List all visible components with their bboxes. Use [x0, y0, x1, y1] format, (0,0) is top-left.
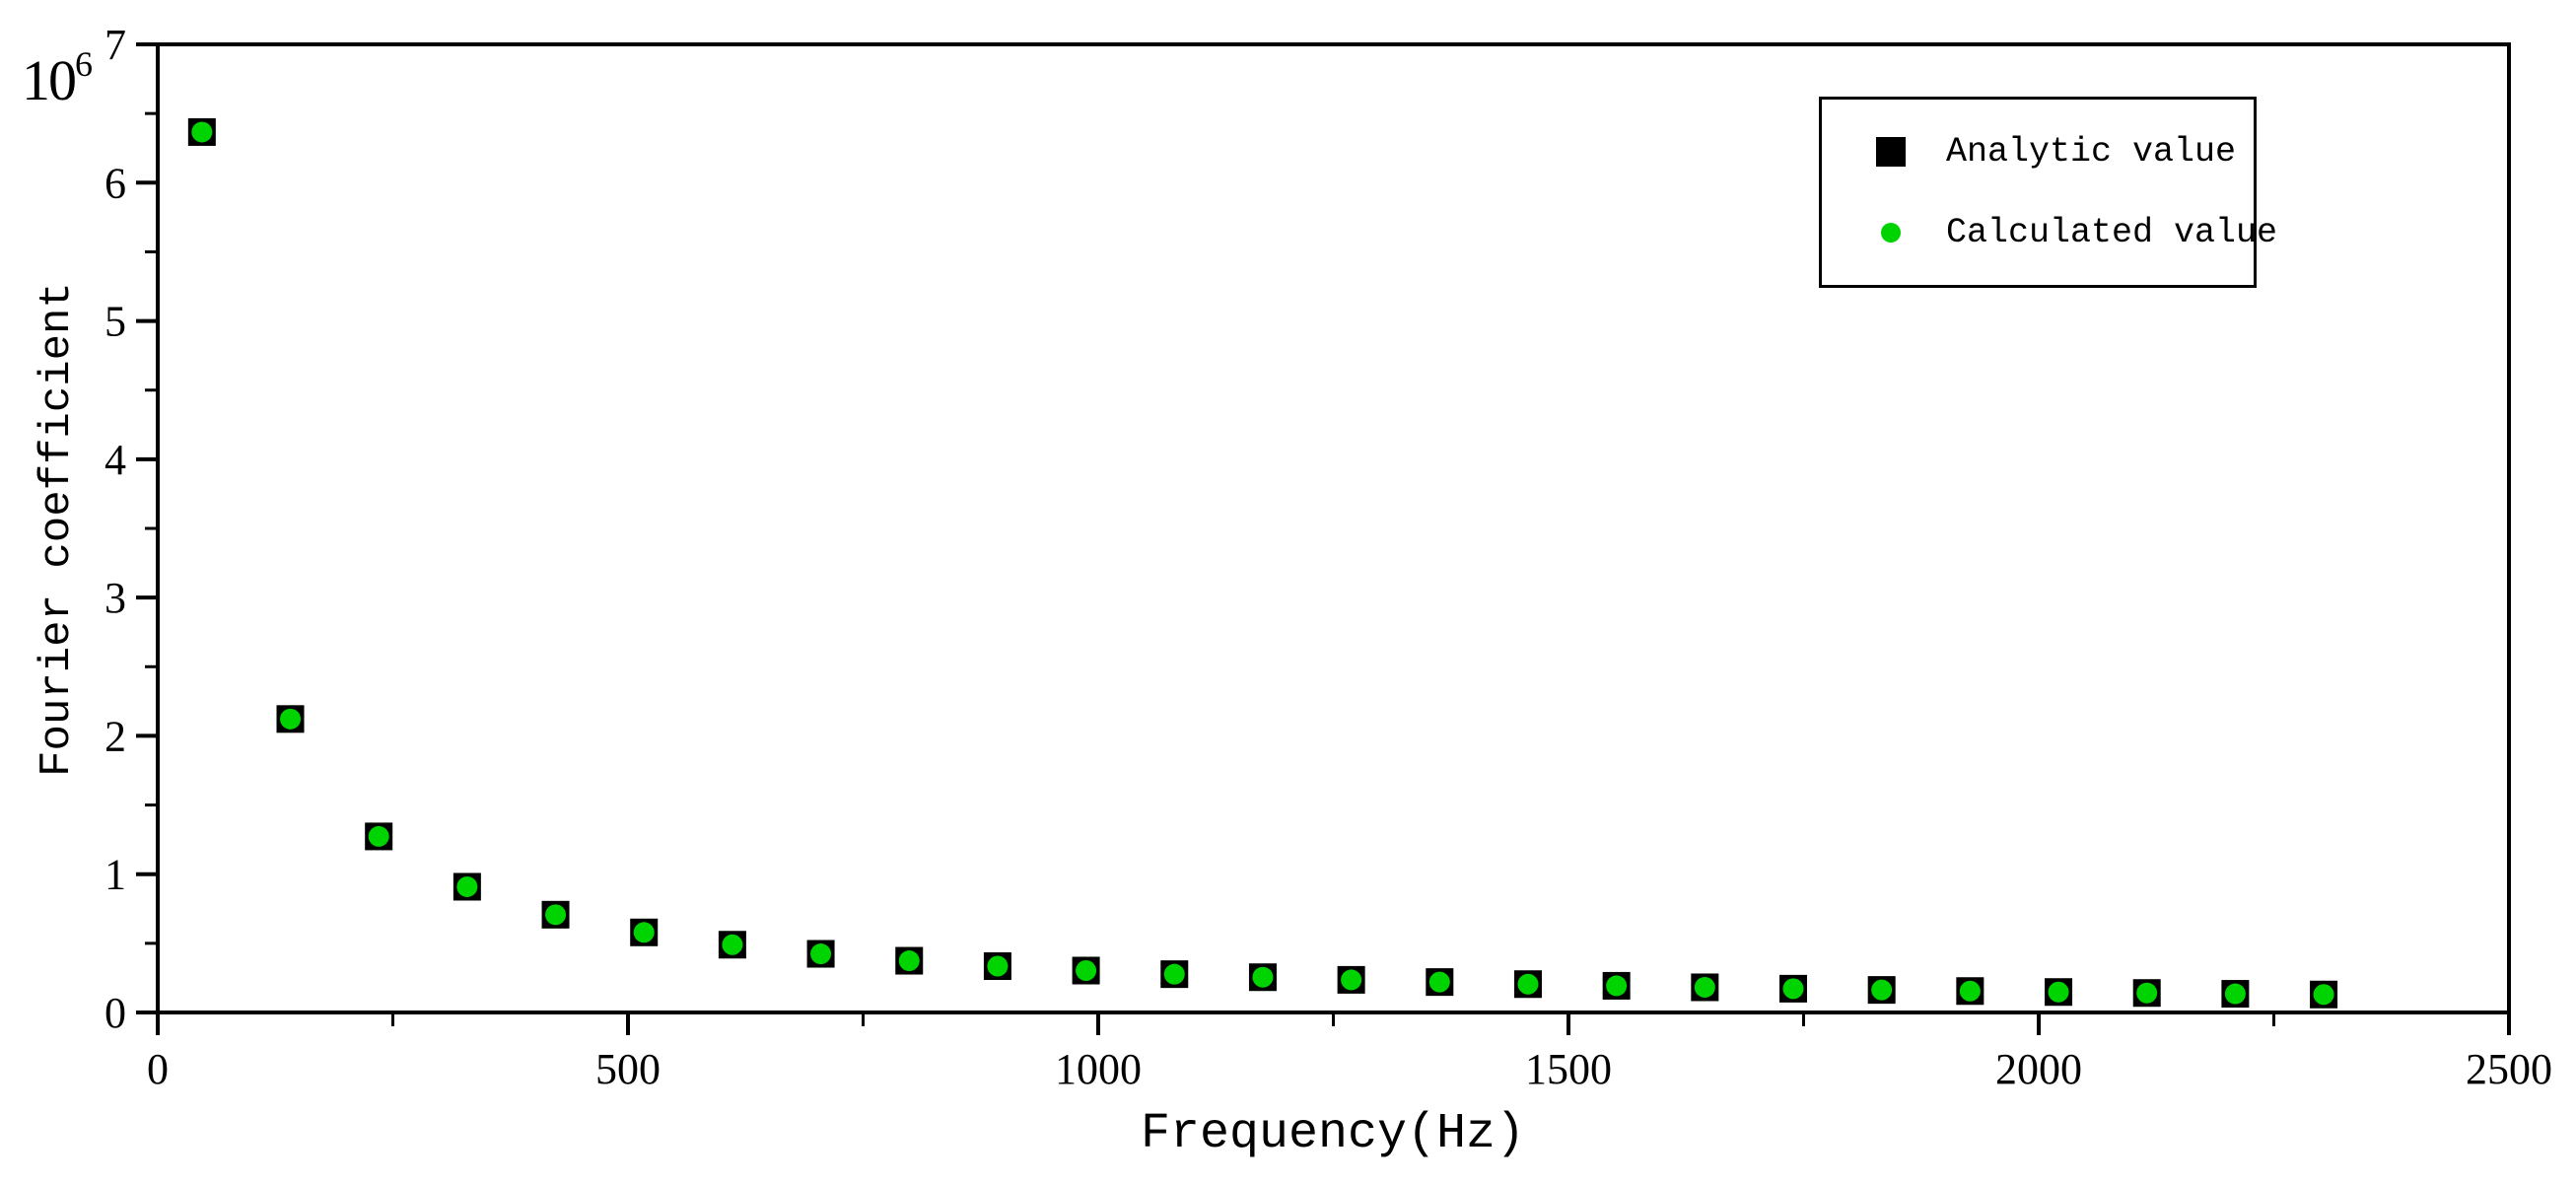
data-point-circle	[456, 875, 478, 897]
data-point-circle	[191, 121, 213, 143]
data-point-circle	[1076, 959, 1097, 981]
multiplier-exponent: 6	[75, 44, 93, 84]
data-point-circle	[722, 934, 743, 955]
data-point-circle	[1606, 975, 1628, 997]
legend-circle-marker-icon	[1873, 222, 1909, 243]
legend-label-calculated: Calculated value	[1946, 212, 2278, 252]
data-point-circle	[1252, 966, 1274, 988]
y-tick-label: 6	[104, 159, 126, 207]
data-point-circle	[545, 904, 567, 926]
data-point-circle	[633, 922, 655, 943]
y-tick-label: 0	[104, 989, 126, 1037]
legend-item-calculated: Calculated value	[1873, 205, 2277, 260]
data-point-circle	[987, 955, 1009, 977]
data-point-circle	[1163, 963, 1185, 985]
x-tick-label: 1500	[1525, 1045, 1612, 1093]
y-tick-label: 5	[104, 298, 126, 346]
x-axis-title: Frequency(Hz)	[1140, 1106, 1526, 1162]
data-point-circle	[1428, 971, 1450, 993]
data-point-circle	[2136, 982, 2158, 1004]
data-point-circle	[1871, 979, 1893, 1001]
y-tick-label: 7	[104, 21, 126, 69]
data-point-circle	[1694, 976, 1715, 998]
data-point-circle	[810, 943, 832, 965]
multiplier-base: 10	[22, 48, 77, 112]
data-point-circle	[1959, 980, 1981, 1002]
x-tick-label: 500	[595, 1045, 661, 1093]
legend-square-marker-icon	[1873, 137, 1909, 168]
x-tick-label: 1000	[1055, 1045, 1142, 1093]
legend-label-analytic: Analytic value	[1946, 132, 2237, 173]
y-axis-title: Fourier coefficient	[33, 282, 82, 777]
x-tick-label: 2500	[2466, 1045, 2552, 1093]
data-point-circle	[2313, 984, 2334, 1006]
data-point-circle	[2224, 983, 2246, 1005]
data-point-circle	[280, 708, 302, 730]
data-point-circle	[1517, 973, 1539, 995]
data-point-circle	[1341, 969, 1362, 991]
data-point-circle	[368, 825, 389, 847]
y-axis-scale-multiplier: 106	[22, 43, 93, 113]
y-tick-label: 4	[104, 436, 126, 484]
legend-item-analytic: Analytic value	[1873, 124, 2254, 179]
x-tick-label: 2000	[1995, 1045, 2082, 1093]
data-point-circle	[1782, 978, 1804, 1000]
data-point-circle	[2048, 981, 2069, 1003]
data-point-circle	[898, 950, 920, 972]
x-tick-label: 0	[147, 1045, 169, 1093]
legend: Analytic value Calculated value	[1819, 97, 2277, 288]
y-tick-label: 2	[104, 712, 126, 760]
y-tick-label: 1	[104, 851, 126, 899]
y-tick-label: 3	[104, 574, 126, 622]
